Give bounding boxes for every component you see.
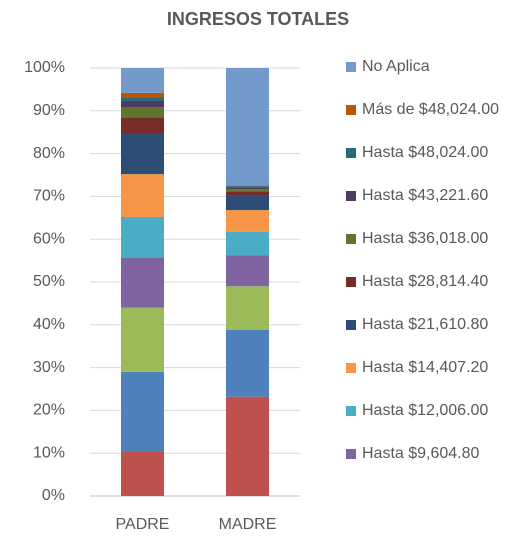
legend-label: Hasta $12,006.00 [362,402,489,419]
bar-segment [121,107,164,118]
legend-item: Hasta $48,024.00 [346,143,506,163]
bar-segment [226,187,269,190]
bar-segment [121,257,164,308]
bar-segment [121,92,164,98]
legend-swatch [346,277,356,287]
bar-segment [226,68,269,186]
bar-segment [226,231,269,256]
y-tick-label: 90% [33,102,65,119]
legend-label: Hasta $43,221.60 [362,187,489,204]
bar-segment [226,189,269,192]
y-tick-label: 100% [24,59,65,76]
legend-swatch [346,363,356,373]
y-tick-label: 10% [33,444,65,461]
legend-label: No Aplica [362,58,430,75]
legend-item: Hasta $21,610.80 [346,315,506,335]
legend-swatch [346,191,356,201]
legend-swatch [346,234,356,244]
bar-segment [121,174,164,217]
legend-item: Hasta $36,018.00 [346,229,506,249]
x-tick-label: PADRE [116,516,170,533]
legend-item: Hasta $9,604.80 [346,444,506,464]
legend-item: Más de $48,024.00 [346,100,506,120]
legend-label: Hasta $48,024.00 [362,144,489,161]
bar-segment [226,185,269,187]
chart-title: INGRESOS TOTALES [167,9,349,29]
legend-swatch [346,320,356,330]
legend: No Aplica Más de $48,024.00 Hasta $48,024.… [346,57,506,464]
y-tick-label: 50% [33,273,65,290]
legend-swatch [346,62,356,72]
legend-item: Hasta $14,407.20 [346,358,506,378]
bar-segment [226,396,269,496]
y-tick-label: 40% [33,316,65,333]
y-tick-label: 0% [42,487,65,504]
legend-item: Hasta $28,814.40 [346,272,506,292]
bar-segment [121,451,164,496]
bar-segment [121,97,164,101]
legend-swatch [346,406,356,416]
bar-segment [121,100,164,108]
bar-segment [121,216,164,258]
bar-segment [226,210,269,232]
bar-segment [226,255,269,287]
bar-segment [226,186,269,188]
legend-swatch [346,449,356,459]
legend-label: Hasta $36,018.00 [362,230,489,247]
bar-segment [226,195,269,211]
legend-label: Hasta $21,610.80 [362,316,489,333]
y-tick-label: 30% [33,359,65,376]
bar-segment [121,371,164,452]
bar-segment [226,191,269,196]
legend-label: Hasta $28,814.40 [362,273,489,290]
legend-label: Hasta $9,604.80 [362,445,480,462]
y-tick-label: 20% [33,402,65,419]
legend-swatch [346,105,356,115]
bar-segment [226,329,269,397]
bar-segment [121,68,164,93]
bar-segment [121,133,164,175]
y-tick-label: 60% [33,230,65,247]
legend-label: Hasta $14,407.20 [362,359,489,376]
bar-segment [226,286,269,330]
y-tick-label: 80% [33,145,65,162]
bar-segment [121,307,164,372]
legend-item: Hasta $12,006.00 [346,401,506,421]
y-tick-label: 70% [33,188,65,205]
legend-item: No Aplica [346,57,506,77]
legend-swatch [346,148,356,158]
bar-segment [121,117,164,134]
x-tick-label: MADRE [219,516,277,533]
legend-item: Hasta $43,221.60 [346,186,506,206]
legend-label: Más de $48,024.00 [362,101,499,118]
